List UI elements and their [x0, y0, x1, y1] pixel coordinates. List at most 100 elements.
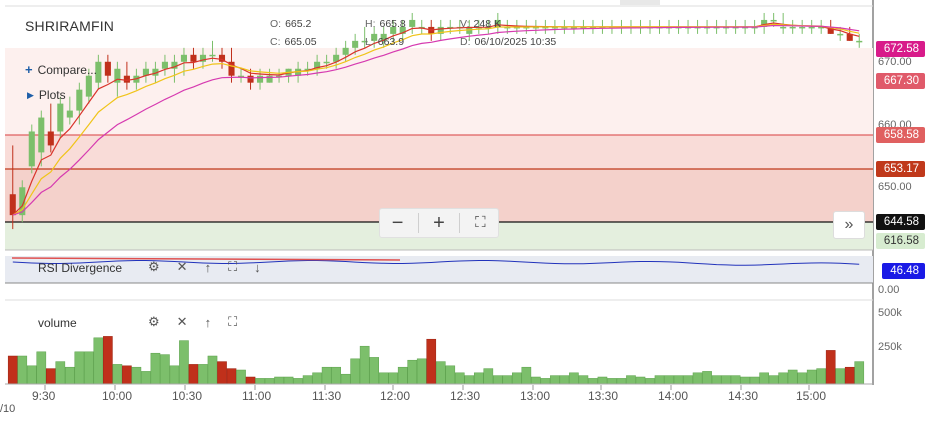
volume-bar: [17, 355, 28, 385]
volume-bar: [473, 372, 484, 385]
volume-bar: [806, 369, 817, 385]
volume-bar: [645, 378, 655, 385]
candle-body: [228, 61, 235, 76]
candle-body: [409, 19, 416, 27]
volume-bar: [160, 354, 170, 385]
candle-body: [580, 26, 587, 29]
scroll-to-latest-button[interactable]: »: [833, 211, 865, 239]
volume-bar: [740, 376, 750, 385]
volume-axis-label: 250k: [878, 341, 902, 353]
candle-body: [808, 26, 815, 29]
time-axis-label: 15:00: [796, 389, 827, 403]
candle-body: [799, 26, 806, 29]
volume-bar: [531, 376, 541, 385]
candle-body: [57, 103, 64, 132]
scroll-handle: [620, 0, 660, 5]
zoom-out-button[interactable]: −: [391, 212, 404, 234]
price-axis-label: 670.00: [878, 56, 912, 68]
price-tag-level-4: 616.58: [875, 233, 925, 249]
volume-bar: [749, 376, 760, 385]
volume-bar: [616, 378, 627, 385]
volume-bar: [45, 368, 56, 385]
volume-bar: [74, 351, 85, 385]
high-value: H: 665.8: [365, 18, 406, 30]
maximize-icon[interactable]: ⛶: [228, 259, 238, 274]
gear-icon[interactable]: ⚙: [148, 314, 160, 329]
plots-label: Plots: [38, 88, 66, 102]
time-axis-label: 10:30: [172, 389, 203, 403]
candle-body: [171, 61, 178, 69]
volume-bar: [131, 366, 142, 385]
rsi-zero-label: 0.00: [878, 284, 900, 296]
volume-bar: [331, 366, 341, 385]
candle-body: [161, 61, 168, 69]
fullscreen-button[interactable]: ⛶: [475, 214, 486, 231]
volume-bar: [283, 376, 294, 385]
plots-menu[interactable]: ▶ Plots: [27, 88, 66, 102]
volume-bar: [768, 375, 779, 385]
candle-body: [818, 26, 825, 29]
move-up-icon[interactable]: ↑: [204, 259, 212, 275]
volume-bar: [721, 375, 731, 385]
volume-bar: [369, 357, 379, 385]
divider: [417, 213, 419, 233]
volume-bar: [445, 365, 456, 385]
volume-bar: [502, 375, 513, 385]
candle-body: [837, 33, 844, 36]
candle-body: [561, 26, 568, 29]
move-up-icon[interactable]: ↑: [204, 314, 212, 330]
candle-body: [342, 47, 349, 55]
candle-body: [352, 40, 359, 48]
move-down-icon[interactable]: ↓: [254, 259, 261, 275]
volume-bar: [426, 338, 437, 385]
candle-body: [199, 54, 207, 62]
volume-bar: [169, 365, 180, 385]
candle-body: [542, 26, 549, 29]
compare-menu[interactable]: + Compare...: [25, 62, 97, 77]
zoom-in-button[interactable]: +: [433, 212, 445, 234]
candle-body: [142, 68, 149, 76]
candle-body: [295, 68, 302, 76]
volume-bar: [512, 372, 522, 385]
candle-body: [85, 75, 92, 97]
close-icon[interactable]: ✕: [176, 314, 188, 329]
volume-bar: [378, 372, 389, 385]
volume-bar: [825, 350, 836, 385]
close-icon[interactable]: ✕: [176, 259, 188, 274]
gear-icon[interactable]: ⚙: [148, 259, 160, 274]
time-axis-label: 13:00: [520, 389, 551, 403]
candle-body: [114, 68, 121, 83]
candle-body: [266, 75, 273, 83]
volume-bar: [217, 361, 227, 385]
candle-body: [209, 54, 216, 57]
candle-body: [770, 19, 777, 22]
candle-body: [570, 26, 577, 29]
candle-body: [19, 187, 26, 216]
candle-body: [513, 26, 520, 29]
volume-bar: [664, 375, 674, 385]
time-axis-label: 13:30: [588, 389, 619, 403]
volume-bar: [607, 378, 617, 385]
maximize-icon[interactable]: ⛶: [228, 314, 238, 329]
volume-bar: [264, 378, 275, 385]
candle-body: [95, 61, 102, 83]
candle-body: [257, 75, 264, 83]
volume-bar: [654, 375, 665, 385]
volume-bar: [673, 375, 684, 385]
time-axis-label: 12:30: [450, 389, 481, 403]
volume-bar: [350, 358, 360, 385]
candle-body: [276, 75, 283, 78]
time-axis-label: 12:00: [380, 389, 411, 403]
candle-body: [447, 26, 454, 29]
compare-label: Compare...: [37, 62, 97, 77]
candle-body: [399, 26, 406, 34]
volume-bar: [255, 378, 265, 385]
volume-bar: [321, 366, 332, 385]
candle-body: [599, 26, 606, 29]
volume-bar: [312, 372, 322, 385]
volume-bar: [245, 376, 256, 385]
volume-bar: [207, 355, 218, 385]
volume-bar: [635, 376, 646, 385]
